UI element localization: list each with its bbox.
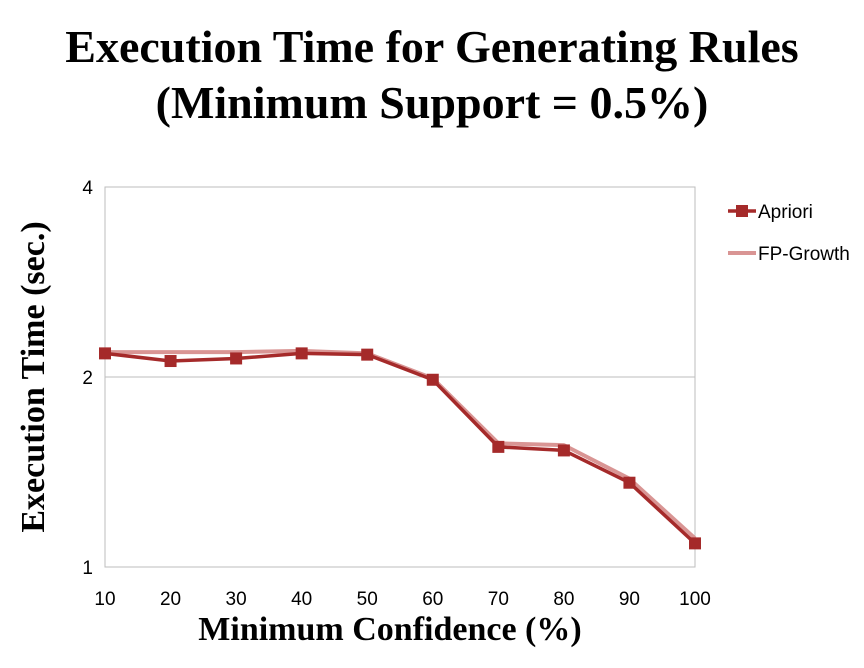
chart-title-line-2: (Minimum Support = 0.5%) — [156, 77, 709, 128]
y-tick-label: 1 — [82, 558, 93, 579]
data-point — [557, 444, 570, 457]
data-point — [230, 352, 243, 365]
series-line — [104, 351, 697, 545]
legend-label: Apriori — [758, 202, 813, 223]
x-tick-labels: 10 20 30 40 50 60 70 80 90 100 — [94, 589, 710, 610]
data-point — [295, 347, 308, 360]
series-layer — [99, 347, 701, 550]
data-point — [99, 347, 111, 360]
legend: Apriori FP-Growth — [728, 202, 850, 265]
x-tick-label: 10 — [94, 589, 115, 610]
data-point — [492, 440, 505, 453]
x-tick-label: 60 — [422, 589, 443, 610]
x-tick-label: 90 — [619, 589, 640, 610]
x-tick-label: 20 — [160, 589, 181, 610]
x-axis-title: Minimum Confidence (%) — [198, 611, 581, 648]
y-axis-title: Execution Time (sec.) — [15, 221, 52, 532]
x-tick-label: 70 — [488, 589, 509, 610]
legend-marker — [736, 205, 748, 217]
data-point — [361, 348, 374, 361]
data-point — [623, 476, 636, 489]
data-point — [164, 355, 177, 368]
legend-item: FP-Growth — [728, 244, 850, 265]
y-tick-label: 2 — [82, 368, 93, 389]
x-tick-label: 50 — [357, 589, 378, 610]
x-tick-label: 80 — [553, 589, 574, 610]
series-fp-growth — [105, 348, 697, 540]
y-tick-labels: 1 2 4 — [82, 178, 93, 579]
data-point — [426, 373, 439, 386]
series-line — [105, 348, 697, 540]
legend-label: FP-Growth — [758, 244, 850, 265]
legend-item: Apriori — [728, 202, 813, 223]
plot-area — [104, 186, 696, 568]
x-tick-label: 100 — [679, 589, 711, 610]
data-point — [689, 537, 701, 550]
x-tick-label: 30 — [226, 589, 247, 610]
x-tick-label: 40 — [291, 589, 312, 610]
series-apriori — [99, 347, 701, 550]
grid — [105, 186, 695, 568]
y-tick-label: 4 — [82, 178, 93, 199]
chart-title-line-1: Execution Time for Generating Rules — [65, 21, 798, 72]
